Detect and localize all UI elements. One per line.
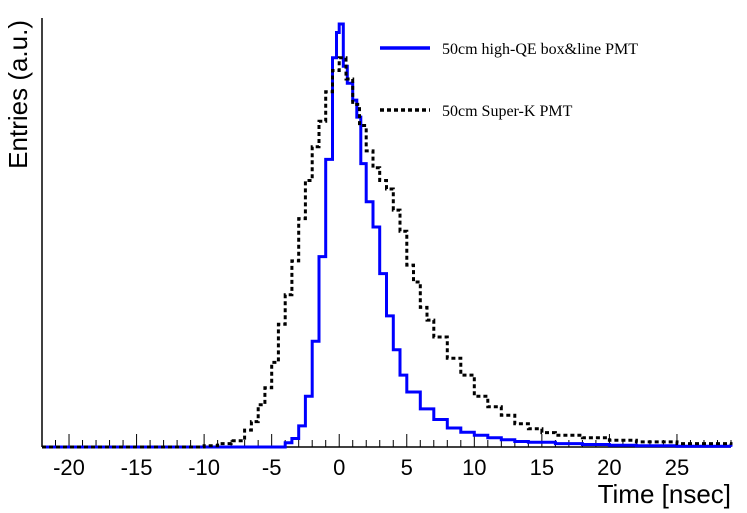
y-axis-title: Entries (a.u.) — [3, 20, 33, 169]
x-axis-title: Time [nsec] — [598, 479, 731, 509]
x-tick-label: 15 — [530, 455, 554, 480]
x-tick-label: -15 — [121, 455, 153, 480]
x-tick-label: -10 — [188, 455, 220, 480]
x-tick-label: 5 — [401, 455, 413, 480]
x-tick-label: 0 — [333, 455, 345, 480]
x-tick-label: 25 — [665, 455, 689, 480]
x-tick-label: 20 — [597, 455, 621, 480]
series-line-0 — [42, 22, 733, 449]
legend-label-1: 50cm Super-K PMT — [442, 103, 573, 120]
legend-label-0: 50cm high-QE box&line PMT — [442, 41, 638, 58]
series-line-1 — [42, 56, 733, 449]
x-tick-label: 10 — [462, 455, 486, 480]
x-tick-label: -5 — [262, 455, 282, 480]
x-tick-label: -20 — [53, 455, 85, 480]
legend: 50cm high-QE box&line PMT 50cm Super-K PM… — [380, 41, 638, 120]
